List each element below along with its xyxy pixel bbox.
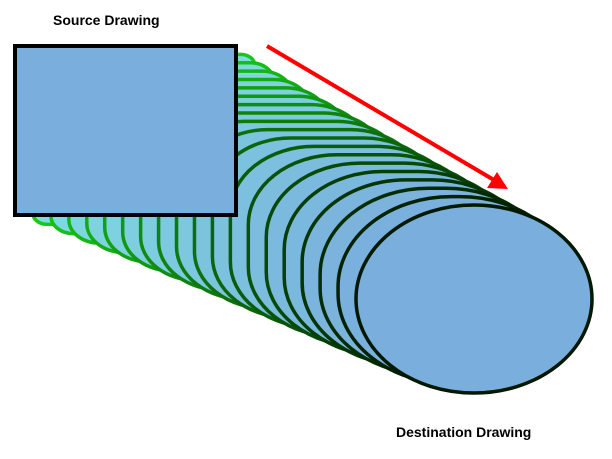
direction-arrow-shaft <box>265 44 496 182</box>
destination-drawing-label: Destination Drawing <box>396 424 532 440</box>
direction-arrow-head <box>487 172 508 189</box>
source-drawing-label: Source Drawing <box>53 12 160 28</box>
destination-ellipse <box>354 203 594 395</box>
source-rectangle <box>13 44 238 217</box>
